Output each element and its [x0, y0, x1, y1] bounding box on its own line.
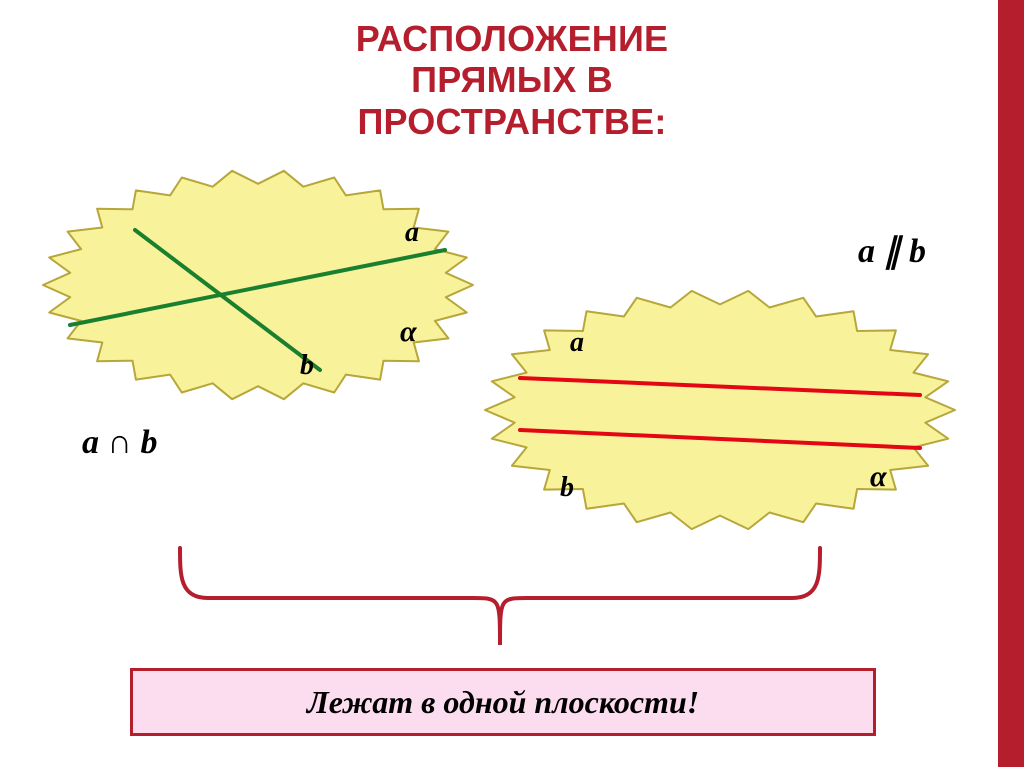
- curly-brace: [180, 548, 820, 645]
- left-relation-label: a ∩ b: [82, 424, 157, 462]
- right-label-a: a: [570, 327, 584, 359]
- left-label-b: b: [300, 350, 314, 382]
- right-label-b: b: [560, 472, 574, 504]
- plane-left: [43, 171, 473, 399]
- left-label-alpha: α: [400, 315, 417, 349]
- left-line-b: [135, 230, 320, 370]
- left-label-a: a: [405, 217, 419, 249]
- right-line-a: [520, 378, 920, 395]
- right-line-b: [520, 430, 920, 448]
- right-relation-label: a ∥ b: [858, 231, 926, 271]
- left-line-a: [70, 250, 445, 325]
- footer-caption: Лежат в одной плоскости!: [130, 668, 876, 736]
- slide-title: РАСПОЛОЖЕНИЕ ПРЯМЫХ В ПРОСТРАНСТВЕ:: [0, 18, 1024, 142]
- right-label-alpha: α: [870, 460, 887, 494]
